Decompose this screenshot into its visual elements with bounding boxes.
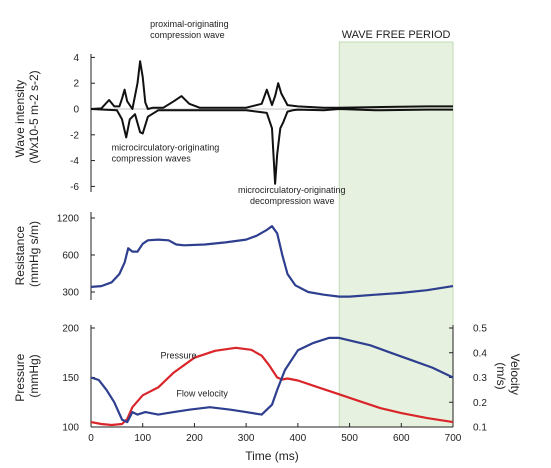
y-tick-label: 150: [62, 373, 79, 384]
y2-tick-label: 0.2: [473, 398, 487, 409]
velocity-y-label-name: Velocity: [508, 354, 522, 395]
wave-intensity-panel: 4 2 0 -2 -4 -6 Wave intensity (Wx10-5 m-2 s-2…: [13, 19, 453, 206]
flow-velocity-line: [90, 336, 454, 424]
y-tick-label: 200: [62, 324, 79, 335]
y-tick-label: 1200: [57, 214, 80, 225]
time-x-ticks: 0 100 200 300 400 500 600 700: [88, 423, 462, 444]
y2-tick-label: 0.1: [473, 423, 487, 434]
wave-free-period-label: WAVE FREE PERIOD: [342, 29, 451, 41]
pressure-y-label: Pressure (mmHg): [13, 350, 41, 401]
x-tick-label: 200: [186, 433, 203, 444]
annotation-line: compression wave: [150, 30, 225, 40]
annotation-line: decompression wave: [250, 196, 335, 206]
wave-intensity-y-label: Wave intensity (Wx10-5 m-2 s-2): [13, 70, 41, 163]
wave-intensity-y-ticks: 4 2 0 -2 -4 -6: [70, 53, 95, 193]
y-tick-label: -2: [70, 130, 79, 141]
forward-wave-line: [90, 60, 453, 110]
y2-tick-label: 0.5: [473, 324, 487, 335]
y-tick-label: -6: [70, 182, 79, 193]
pressure-velocity-series: [90, 336, 454, 427]
y-tick-label: 2: [73, 79, 79, 90]
y-tick-label: -4: [70, 156, 79, 167]
resistance-series: [90, 225, 454, 298]
pressure-y-ticks: 200 150 100: [62, 324, 95, 434]
annotation-line: proximal-originating: [150, 19, 229, 29]
time-x-label: Time (ms): [245, 449, 299, 463]
velocity-y-label-units: (m/s): [494, 362, 508, 389]
x-tick-label: 300: [238, 433, 255, 444]
y-tick-label: 100: [62, 423, 79, 434]
pressure-y-label-units: (mmHg): [27, 354, 41, 397]
resistance-y-label-name: Resistance: [13, 226, 27, 286]
pressure-velocity-series-labels: Pressure Flow velocity: [160, 351, 228, 399]
annotation-line: microcirculatory-originating: [238, 185, 346, 195]
wave-intensity-y-label-name: Wave intensity: [13, 80, 27, 158]
resistance-line: [90, 225, 454, 298]
y2-tick-label: 0.3: [473, 373, 487, 384]
velocity-y-ticks: 0.5 0.4 0.3 0.2 0.1: [449, 324, 487, 434]
x-tick-label: 100: [134, 433, 151, 444]
x-tick-label: 500: [341, 433, 358, 444]
wave-intensity-y-label-units: (Wx10-5 m-2 s-2): [27, 70, 41, 163]
resistance-panel: 1200 600 300 Resistance (mmHg s/m): [13, 212, 454, 300]
y-tick-label: 600: [62, 251, 79, 262]
y-tick-label: 300: [62, 288, 79, 299]
x-tick-label: 0: [88, 433, 94, 444]
x-tick-label: 700: [445, 433, 462, 444]
y-tick-label: 4: [73, 53, 79, 64]
wave-intensity-series: [90, 60, 453, 185]
resistance-y-ticks: 1200 600 300: [57, 214, 95, 299]
wave-free-period: WAVE FREE PERIOD: [338, 29, 454, 428]
pressure-velocity-panel: 200 150 100 0.5 0.4 0.3 0.2 0.1 0 100 200 300 400 5…: [13, 324, 522, 464]
annotation-line: microcirculatory-originating: [112, 142, 220, 152]
y-tick-label: 0: [73, 105, 79, 116]
x-tick-label: 600: [393, 433, 410, 444]
y2-tick-label: 0.4: [473, 348, 487, 359]
pressure-series-label: Pressure: [160, 351, 196, 361]
backward-wave-line: [90, 108, 453, 185]
annotation: proximal-originating compression wave: [150, 19, 229, 40]
annotation-line: compression waves: [112, 153, 192, 163]
flow-velocity-series-label: Flow velocity: [176, 388, 228, 398]
pressure-line: [90, 346, 454, 427]
resistance-y-label-units: (mmHg s/m): [27, 221, 41, 287]
annotation: microcirculatory-originating decompressio…: [238, 185, 346, 206]
annotation: microcirculatory-originating compression …: [112, 142, 220, 163]
velocity-y-label: Velocity (m/s): [494, 354, 522, 399]
pressure-y-label-name: Pressure: [13, 353, 27, 401]
x-tick-label: 400: [290, 433, 307, 444]
resistance-y-label: Resistance (mmHg s/m): [13, 221, 41, 287]
wave-intensity-annotations: proximal-originating compression wave micr…: [112, 19, 346, 206]
